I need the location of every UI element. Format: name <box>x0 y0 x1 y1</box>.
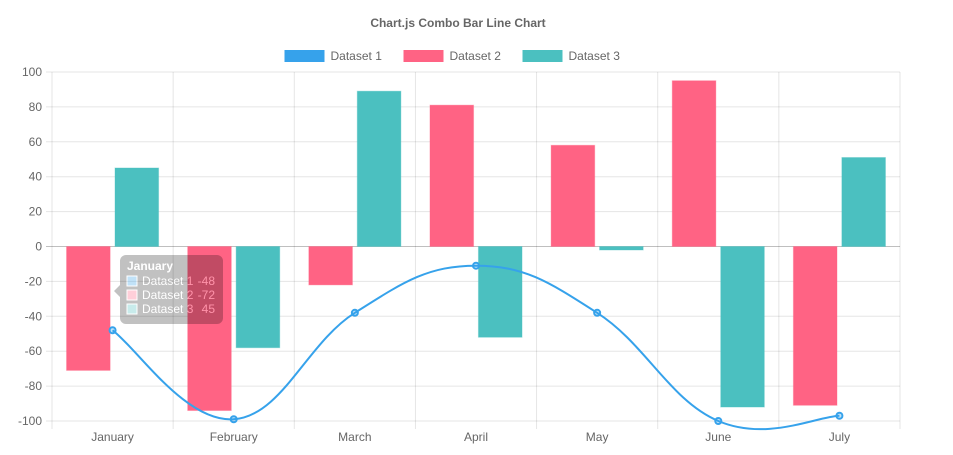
tooltip-box <box>114 255 223 324</box>
x-tick-label: January <box>91 430 134 444</box>
bar-dataset-2 <box>792 246 838 406</box>
axes: -100 -80 -60 -40 -20 0 20 40 60 80 100 January Febru… <box>18 65 850 444</box>
line-point <box>593 308 602 317</box>
legend[interactable]: Dataset 1 Dataset 2 Dataset 3 <box>284 49 621 63</box>
bar-dataset-3 <box>841 157 886 248</box>
legend-item-dataset-2[interactable]: Dataset 2 <box>403 49 502 63</box>
bar-dataset-2 <box>550 144 596 247</box>
tooltip-title: January <box>127 259 173 273</box>
x-tick-label: July <box>829 430 850 444</box>
line-point <box>350 308 359 317</box>
y-tick-label: 0 <box>35 240 42 254</box>
tooltip-label: Dataset 3 <box>142 302 194 316</box>
legend-label: Dataset 2 <box>450 49 502 63</box>
legend-item-dataset-3[interactable]: Dataset 3 <box>522 49 621 63</box>
y-tick-label: 20 <box>29 205 43 219</box>
tooltip-label: Dataset 1 <box>142 274 194 288</box>
bar-dataset-3 <box>235 246 281 349</box>
tooltip-label: Dataset 2 <box>142 288 194 302</box>
tooltip-value: 45 <box>202 302 216 316</box>
legend-item-dataset-1[interactable]: Dataset 1 <box>284 49 383 63</box>
y-tick-label: 60 <box>29 135 43 149</box>
line-series <box>108 261 844 431</box>
x-tick-label: March <box>338 430 371 444</box>
x-tick-label: June <box>705 430 731 444</box>
line-point <box>835 411 844 420</box>
line-point <box>472 261 480 270</box>
x-tick-label: April <box>464 430 488 444</box>
y-tick-label: -100 <box>18 414 42 428</box>
legend-label: Dataset 1 <box>331 49 383 63</box>
legend-swatch <box>403 50 444 62</box>
bar-dataset-3 <box>477 246 523 338</box>
line-point <box>714 417 723 425</box>
bar-dataset-2 <box>429 104 475 247</box>
x-tick-label: May <box>586 430 609 444</box>
y-tick-label: 40 <box>29 170 43 184</box>
legend-swatch <box>522 50 563 62</box>
line-point <box>229 415 238 424</box>
line-dataset-1 <box>111 264 840 431</box>
y-tick-label: -20 <box>25 274 43 288</box>
legend-label: Dataset 3 <box>569 49 621 63</box>
y-tick-label: 100 <box>22 65 42 79</box>
tooltip-value: -48 <box>198 274 216 288</box>
bar-dataset-3 <box>720 246 765 408</box>
bar-series <box>66 80 886 412</box>
bar-dataset-3 <box>356 90 402 247</box>
x-tick-label: February <box>210 430 258 444</box>
bar-dataset-2 <box>66 246 111 371</box>
bar-dataset-3 <box>599 246 644 251</box>
bar-dataset-2 <box>187 246 232 412</box>
bar-dataset-3 <box>114 167 160 248</box>
tooltip-swatch <box>126 275 138 287</box>
chart-title: Chart.js Combo Bar Line Chart <box>370 16 545 30</box>
y-tick-label: -60 <box>25 344 43 358</box>
line-point <box>108 326 117 335</box>
bar-dataset-2 <box>671 80 717 247</box>
bar-dataset-2 <box>308 246 353 286</box>
tooltip-value: -72 <box>198 288 216 302</box>
tooltip-swatch <box>126 303 138 315</box>
y-tick-label: 80 <box>29 100 43 114</box>
y-tick-label: -40 <box>25 309 43 323</box>
y-tick-label: -80 <box>25 379 43 393</box>
legend-swatch <box>284 50 325 62</box>
tooltip-swatch <box>126 289 138 301</box>
